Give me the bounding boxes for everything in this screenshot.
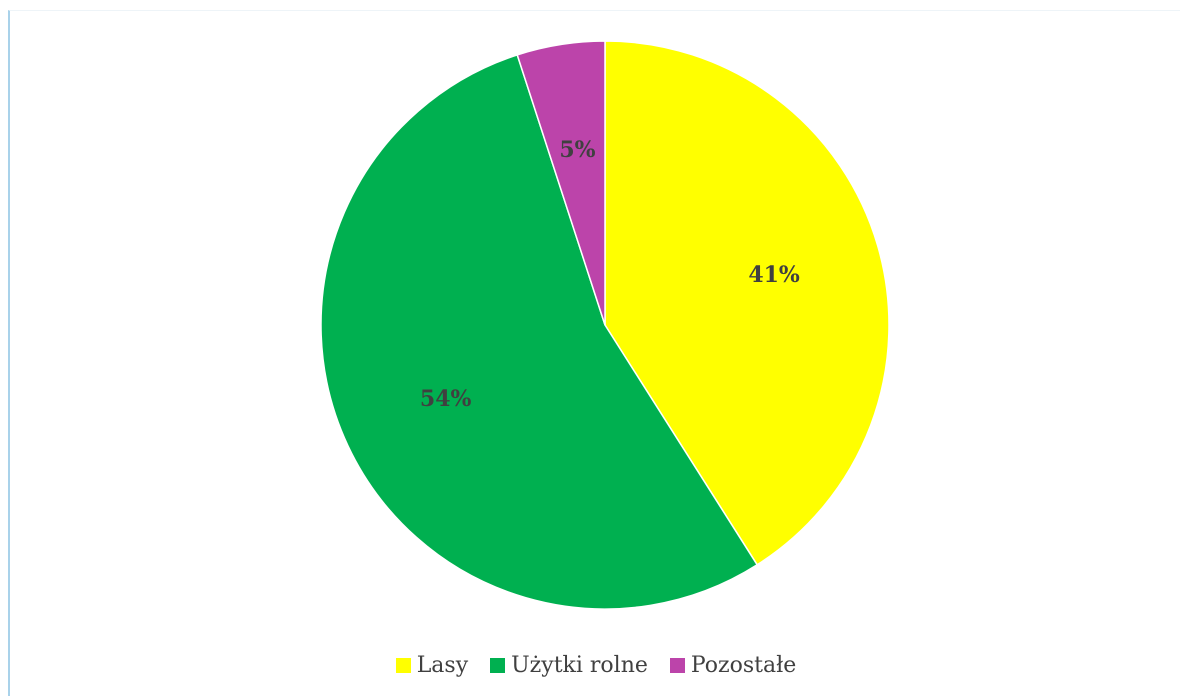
pie-slices xyxy=(320,40,890,610)
pie-slice-pozosta-e xyxy=(516,40,606,326)
legend-label-pozostale: Pozostałe xyxy=(690,652,797,678)
pie-data-labels: 41% 54% 5% xyxy=(420,137,800,412)
legend-item-lasy: Lasy xyxy=(395,652,469,678)
legend-label-lasy: Lasy xyxy=(416,652,469,678)
data-label-pozosta-e: 5% xyxy=(559,137,595,163)
legend-swatch-pozostale xyxy=(669,657,685,673)
legend-swatch-uzytki-rolne xyxy=(490,657,506,673)
legend-item-uzytki-rolne: Użytki rolne xyxy=(490,653,648,678)
pie-slice-lasy xyxy=(604,40,890,566)
data-label-u-ytki-rolne: 54% xyxy=(420,386,472,412)
legend: Lasy Użytki rolne Pozostałe xyxy=(0,650,1192,680)
legend-swatch-lasy xyxy=(395,657,411,673)
pie-slice-u-ytki-rolne xyxy=(320,53,759,610)
legend-item-pozostale: Pozostałe xyxy=(669,652,797,678)
legend-label-uzytki-rolne: Użytki rolne xyxy=(511,652,648,678)
data-label-lasy: 41% xyxy=(748,262,800,288)
